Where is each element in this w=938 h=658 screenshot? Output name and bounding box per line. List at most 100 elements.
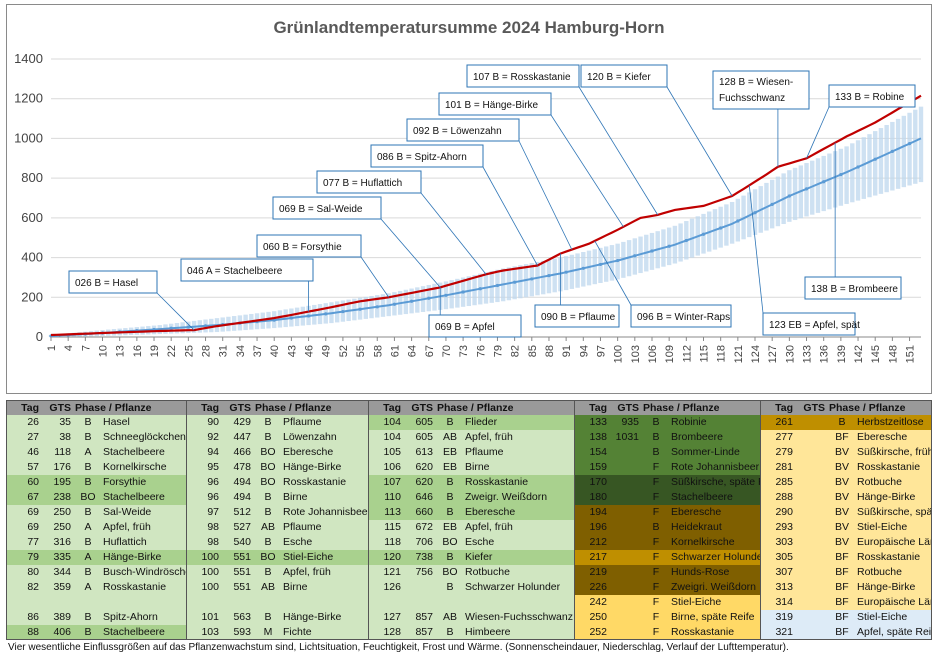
mean-point [306,314,311,318]
mean-point [392,302,397,306]
table-column: Tag GTS Phase / Pflanze 26 35 B Hasel 27 38 B Schn… [7,401,187,639]
table-cell: Busch-Windröschen [103,566,186,578]
x-tick-label: 118 [716,345,728,363]
table-cell: AB [442,611,457,623]
table-cell: EB [442,446,457,458]
x-tick-label: 127 [767,345,779,363]
table-cell: 660 [415,506,433,518]
table-row: 219 F Hunds-Rose [575,565,760,580]
table-cell: 593 [233,626,251,638]
table-cell: Birne [465,461,490,473]
table-cell: BV [834,536,849,548]
table-cell: Kornelkirsche [671,536,735,548]
table-cell: 170 [589,476,607,488]
table-row: 60 195 B Forsythie [7,475,186,490]
x-tick-label: 49 [321,345,333,357]
table-cell: 290 [775,506,793,518]
table-cell: 219 [589,566,607,578]
table-row: 307 BF Rotbuche [761,565,931,580]
callout-leader [518,140,573,250]
table-cell: 242 [589,596,607,608]
table-row: 98 540 B Esche [187,535,368,550]
callout-label: 069 B = Sal-Weide [279,204,363,215]
mean-point [444,293,448,297]
mean-point [272,318,276,322]
mean-point [770,202,774,206]
table-cell: 103 [201,626,219,638]
table-row: 67 238 BO Stachelbeere [7,490,186,505]
callout-label: 069 B = Apfel [435,322,495,333]
table-row: 98 527 AB Pflaume [187,520,368,535]
mean-point [564,270,568,274]
mean-point [753,211,757,215]
table-cell: BV [834,491,849,503]
x-tick-label: 106 [647,345,659,363]
table-cell: BF [835,611,849,623]
x-tick-label: 25 [183,345,195,357]
x-tick-label: 151 [905,345,917,363]
mean-point [427,296,431,300]
table-cell: Rote Johannisbeere [283,506,368,518]
table-cell: 110 [384,491,401,503]
table-cell: 494 [233,491,251,503]
callout-leader [806,106,830,159]
callout-box [712,70,810,110]
mean-point [169,326,173,330]
mean-point [513,280,517,284]
table-row: 26 35 B Hasel [7,415,186,430]
callout-label: Fuchsschwanz [719,93,785,104]
table-cell: 26 [27,416,39,428]
table-row [7,595,186,610]
table-row: 285 BV Rotbuche [761,475,931,490]
callout-leader [666,86,733,197]
table-cell: Rotbuche [857,566,902,578]
table-cell: B [446,506,454,518]
table-cell: 212 [589,536,607,548]
table-cell: B [652,416,660,428]
table-cell: Stachelbeere [103,626,165,638]
table-row: 86 389 B Spitz-Ahorn [7,610,186,625]
x-tick-label: 58 [372,345,384,357]
table-cell: 540 [233,536,251,548]
table-cell: Rote Johannisbeer [671,461,760,473]
table-cell: B [446,491,454,503]
table-cell: 133 [589,416,607,428]
table-cell: 857 [415,611,433,623]
x-tick-label: 73 [458,345,470,357]
table-cell: Stachelbeere [103,491,165,503]
table-cell: F [652,476,660,488]
table-cell: Süßkirsche, späte R [671,476,760,488]
table-cell: 79 [27,551,39,563]
x-tick-label: 130 [784,345,796,363]
table-cell: B [84,566,92,578]
table-row: 88 406 B Stachelbeere [7,625,186,639]
table-cell: 646 [415,491,433,503]
table-cell: 250 [589,611,607,623]
table-cell: 27 [27,431,39,443]
table-cell: Eberesche [465,506,516,518]
table-row: 159 F Rote Johannisbeer [575,460,760,475]
table-row: 95 478 BO Hänge-Birke [187,460,368,475]
callout-leader [380,218,441,288]
x-tick-label: 40 [269,345,281,357]
table-row: 96 494 BO Rosskastanie [187,475,368,490]
table-row: 126 B Schwarzer Holunder [369,580,574,595]
table-cell: 305 [775,551,793,563]
footnote: Vier wesentliche Einflussgrößen auf das … [8,642,789,653]
table-cell: AB [260,581,275,593]
table-cell: 46 [27,446,39,458]
header-cell: Tag [383,402,401,414]
x-tick-label: 109 [664,345,676,363]
table-cell: BV [834,506,849,518]
table-row: 27 38 B Schneeglöckchen [7,430,186,445]
x-tick-label: 133 [802,345,814,363]
table-cell: Zweigr. Weißdorn [465,491,548,503]
x-tick-label: 46 [304,345,316,357]
x-tick-label: 7 [80,345,92,351]
table-cell: Schwarzer Holunde [671,551,760,563]
x-tick-label: 91 [561,345,573,357]
callout-label: 077 B = Huflattich [323,178,402,189]
table-cell: B [264,536,272,548]
x-tick-label: 4 [63,345,75,351]
range-bar [895,118,901,189]
